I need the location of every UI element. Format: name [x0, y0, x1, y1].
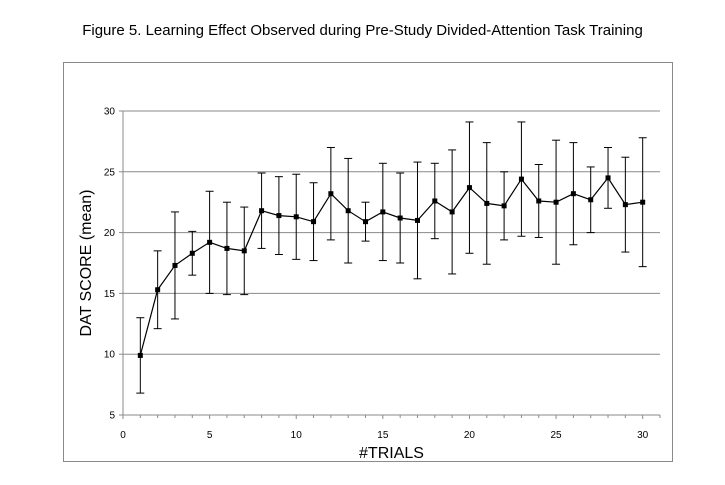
y-tick-label-30: 30 — [104, 107, 116, 118]
x-tick-label-20: 20 — [464, 430, 476, 441]
data-point-3 — [172, 262, 178, 268]
data-point-2 — [155, 287, 161, 293]
data-point-15 — [380, 209, 386, 215]
data-point-26 — [570, 191, 576, 197]
x-tick-label-15: 15 — [377, 430, 389, 441]
figure-title: Figure 5. Learning Effect Observed durin… — [82, 22, 643, 39]
data-point-11 — [311, 219, 317, 225]
data-point-8 — [259, 208, 265, 214]
y-tick-label-5: 5 — [109, 411, 115, 422]
axes — [119, 110, 661, 419]
data-point-14 — [363, 219, 369, 225]
data-point-18 — [432, 198, 438, 204]
data-point-5 — [207, 239, 213, 245]
x-axis-title: #TRIALS — [359, 445, 424, 462]
series-line-group — [139, 176, 643, 356]
data-point-6 — [224, 245, 230, 251]
data-point-16 — [397, 215, 403, 221]
data-point-13 — [345, 208, 351, 214]
data-point-29 — [622, 202, 628, 208]
x-tick-label-10: 10 — [291, 430, 303, 441]
data-points — [137, 175, 646, 358]
data-point-4 — [189, 250, 195, 256]
data-point-24 — [536, 198, 542, 204]
data-point-20 — [466, 185, 472, 191]
data-point-7 — [241, 248, 247, 254]
data-point-12 — [328, 191, 334, 197]
data-point-25 — [553, 199, 559, 205]
y-tick-label-10: 10 — [104, 350, 116, 361]
y-tick-label-20: 20 — [104, 228, 116, 239]
x-tick-label-5: 5 — [207, 430, 213, 441]
data-point-30 — [640, 199, 646, 205]
data-point-21 — [484, 200, 490, 206]
data-point-22 — [501, 203, 507, 209]
x-tick-label-30: 30 — [637, 430, 649, 441]
x-tick-label-25: 25 — [551, 430, 563, 441]
y-axis-title: DAT SCORE (mean) — [78, 190, 95, 337]
data-point-19 — [449, 209, 455, 215]
data-point-1 — [137, 352, 143, 358]
data-point-17 — [414, 217, 420, 223]
chart-frame — [63, 62, 673, 462]
y-tick-label-15: 15 — [104, 289, 116, 300]
error-bars — [136, 121, 647, 394]
series-line — [139, 176, 643, 356]
data-point-9 — [276, 213, 282, 219]
data-point-27 — [588, 197, 594, 203]
data-point-10 — [293, 214, 299, 220]
data-point-28 — [605, 175, 611, 181]
grid-lines — [123, 110, 660, 355]
x-tick-label-0: 0 — [120, 430, 126, 441]
data-point-23 — [518, 176, 524, 182]
y-tick-label-25: 25 — [104, 167, 116, 178]
